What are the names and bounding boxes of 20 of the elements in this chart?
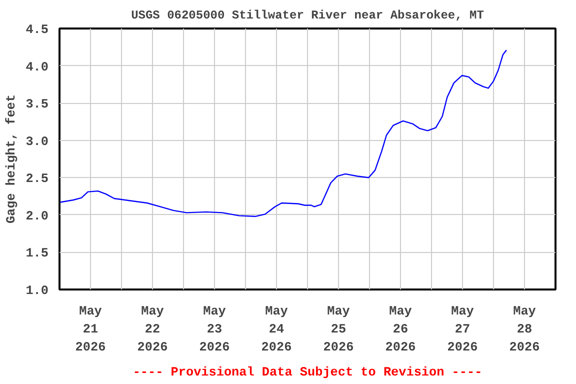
x-tick-label: May 25 2026 <box>323 304 354 354</box>
x-tick-label: May 24 2026 <box>261 304 292 354</box>
y-tick-label: 3.5 <box>26 96 49 112</box>
x-tick-label: May 27 2026 <box>447 304 478 354</box>
x-tick-label: May 21 2026 <box>75 304 106 354</box>
x-tick-label: May 26 2026 <box>385 304 416 354</box>
y-tick-label: 4.5 <box>26 22 49 37</box>
text: ---- Provisional Data Subject to Revision ---- <box>132 364 482 380</box>
x-tick-label: May 23 2026 <box>199 304 230 354</box>
y-tick-label: 2.0 <box>26 208 49 224</box>
chart-title: USGS 06205000 Stillwater River near Absarokee, MT <box>131 8 484 22</box>
y-tick-label: 2.5 <box>26 171 49 186</box>
y-tick-label: 1.5 <box>26 246 49 261</box>
y-tick-label: 4.0 <box>26 59 49 74</box>
y-axis-title: Gage height, feet <box>4 94 19 224</box>
x-tick-label: May 22 2026 <box>137 304 168 354</box>
line-series <box>60 50 508 218</box>
x-tick-label: May 28 2026 <box>509 304 540 354</box>
y-tick-label: 1.0 <box>26 283 49 298</box>
y-tick-label: 3.0 <box>26 134 49 149</box>
